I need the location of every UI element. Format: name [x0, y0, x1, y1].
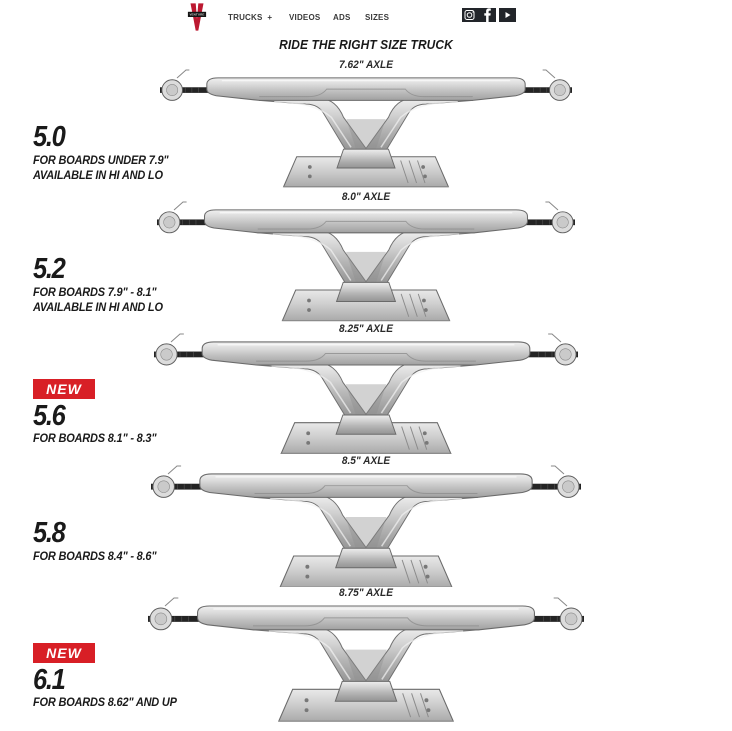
svg-text:VENTURE: VENTURE — [189, 13, 204, 17]
